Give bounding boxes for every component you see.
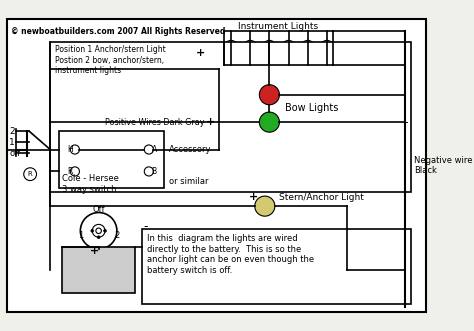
Text: +: + [205, 117, 215, 127]
Text: B: B [152, 167, 157, 176]
Text: Instrument Lights: Instrument Lights [238, 22, 319, 31]
FancyBboxPatch shape [7, 19, 426, 312]
Text: +: + [90, 246, 99, 256]
Text: Negative wire
Black: Negative wire Black [414, 156, 472, 175]
Text: Stern/Anchor Light: Stern/Anchor Light [280, 193, 365, 202]
Text: H: H [68, 145, 73, 154]
Circle shape [97, 236, 100, 239]
Text: Positive Wires Dark Gray: Positive Wires Dark Gray [105, 118, 204, 127]
Circle shape [224, 40, 238, 55]
Text: 2: 2 [114, 231, 119, 240]
Text: Position 1 Anchor/stern Light
Postion 2 bow, anchor/stern,
instrument lights: Position 1 Anchor/stern Light Postion 2 … [55, 45, 165, 75]
Text: Bow Lights: Bow Lights [285, 103, 338, 114]
Circle shape [70, 145, 80, 154]
Circle shape [255, 196, 275, 216]
Text: +: + [249, 192, 258, 202]
Circle shape [104, 229, 106, 232]
Circle shape [262, 40, 277, 55]
Text: A: A [152, 145, 157, 154]
Text: In this  diagram the lights are wired
directly to the battery.  This is so the
a: In this diagram the lights are wired dir… [147, 234, 314, 275]
Circle shape [259, 112, 280, 132]
Circle shape [92, 224, 105, 237]
Circle shape [281, 40, 296, 55]
Circle shape [144, 167, 154, 176]
FancyBboxPatch shape [59, 131, 164, 188]
Text: 2: 2 [9, 127, 15, 136]
Text: -: - [403, 116, 408, 129]
Text: Cole - Hersee
3 way switch: Cole - Hersee 3 way switch [62, 174, 119, 194]
Text: -: - [144, 220, 148, 233]
Circle shape [319, 40, 334, 55]
Circle shape [91, 229, 93, 232]
FancyBboxPatch shape [142, 229, 411, 304]
Circle shape [259, 85, 280, 105]
Circle shape [301, 40, 315, 55]
FancyBboxPatch shape [62, 247, 135, 293]
Text: +: + [196, 48, 206, 58]
Text: or similar: or similar [169, 177, 209, 186]
Text: Accessory: Accessory [169, 145, 211, 154]
Text: off: off [9, 149, 20, 158]
Text: 1: 1 [78, 231, 83, 240]
FancyBboxPatch shape [50, 42, 411, 192]
Text: R: R [28, 171, 33, 177]
Circle shape [81, 213, 117, 249]
Text: 1: 1 [9, 138, 15, 147]
Circle shape [70, 167, 80, 176]
Text: © newboatbuilders.com 2007 All Rights Reserved: © newboatbuilders.com 2007 All Rights Re… [11, 27, 225, 36]
Circle shape [24, 168, 36, 181]
Text: Off: Off [92, 205, 105, 214]
Text: R: R [68, 167, 73, 176]
Circle shape [243, 40, 257, 55]
Circle shape [96, 228, 101, 234]
Circle shape [144, 145, 154, 154]
